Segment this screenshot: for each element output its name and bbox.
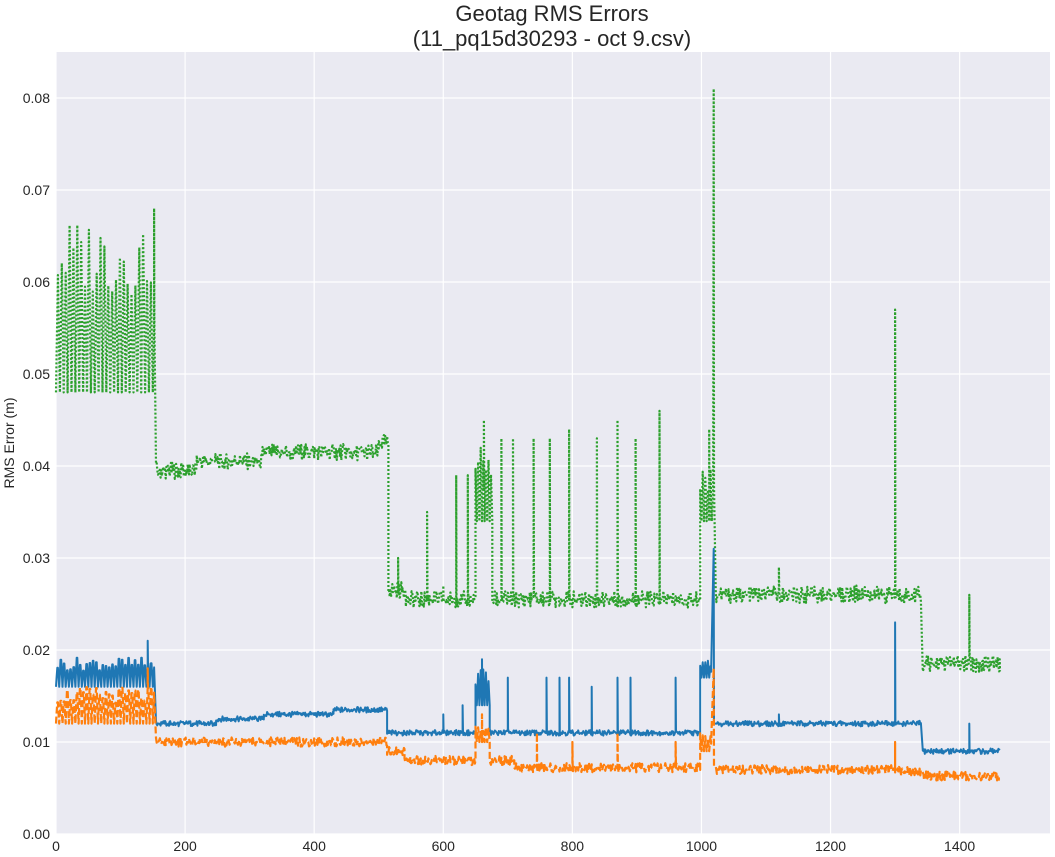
y-tick-label: 0.08	[23, 90, 50, 106]
x-tick-labels: 0 200 400 600 800 1000 1200 1400	[52, 838, 975, 854]
x-tick-label: 600	[432, 838, 456, 854]
chart-title-line1: Geotag RMS Errors	[455, 1, 648, 26]
x-tick-label: 0	[52, 838, 60, 854]
plot-area	[56, 52, 1050, 834]
y-tick-label: 0.02	[23, 642, 50, 658]
grid-lines	[55, 52, 1050, 835]
x-tick-label: 1000	[686, 838, 717, 854]
series-line-dashed	[54, 667, 1001, 782]
y-axis-label: RMS Error (m)	[1, 398, 17, 489]
x-tick-label: 1200	[815, 838, 846, 854]
series-line-dotted	[54, 87, 1002, 674]
y-tick-labels: 0.00 0.01 0.02 0.03 0.04 0.05 0.06 0.07 0.08	[23, 90, 50, 842]
y-tick-label: 0.04	[23, 458, 50, 474]
x-tick-label: 1400	[944, 838, 975, 854]
y-tick-label: 0.00	[23, 826, 50, 842]
x-tick-label: 200	[173, 838, 197, 854]
y-tick-label: 0.05	[23, 366, 50, 382]
y-tick-label: 0.07	[23, 182, 50, 198]
series-line-solid	[55, 547, 1001, 755]
x-tick-label: 800	[561, 838, 585, 854]
y-tick-label: 0.01	[23, 734, 50, 750]
chart-title-line2: (11_pq15d30293 - oct 9.csv)	[413, 26, 691, 51]
x-tick-label: 400	[303, 838, 327, 854]
series-layer	[54, 87, 1002, 782]
y-tick-label: 0.03	[23, 550, 50, 566]
y-tick-label: 0.06	[23, 274, 50, 290]
